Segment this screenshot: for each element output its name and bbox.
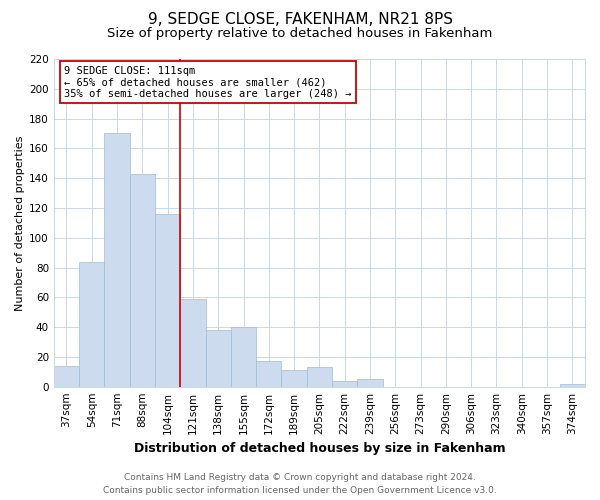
Bar: [155, 214, 180, 386]
Bar: [104, 134, 130, 386]
Text: Contains HM Land Registry data © Crown copyright and database right 2024.
Contai: Contains HM Land Registry data © Crown c…: [103, 473, 497, 495]
Bar: [307, 368, 332, 386]
Bar: [180, 299, 206, 386]
Text: 9, SEDGE CLOSE, FAKENHAM, NR21 8PS: 9, SEDGE CLOSE, FAKENHAM, NR21 8PS: [148, 12, 452, 28]
Bar: [130, 174, 155, 386]
Y-axis label: Number of detached properties: Number of detached properties: [15, 135, 25, 310]
Bar: [560, 384, 585, 386]
Bar: [206, 330, 231, 386]
Bar: [332, 380, 358, 386]
Bar: [281, 370, 307, 386]
Bar: [256, 362, 281, 386]
Bar: [231, 327, 256, 386]
Text: Size of property relative to detached houses in Fakenham: Size of property relative to detached ho…: [107, 28, 493, 40]
Text: 9 SEDGE CLOSE: 111sqm
← 65% of detached houses are smaller (462)
35% of semi-det: 9 SEDGE CLOSE: 111sqm ← 65% of detached …: [64, 66, 352, 99]
X-axis label: Distribution of detached houses by size in Fakenham: Distribution of detached houses by size …: [134, 442, 505, 455]
Bar: [79, 262, 104, 386]
Bar: [54, 366, 79, 386]
Bar: [358, 379, 383, 386]
